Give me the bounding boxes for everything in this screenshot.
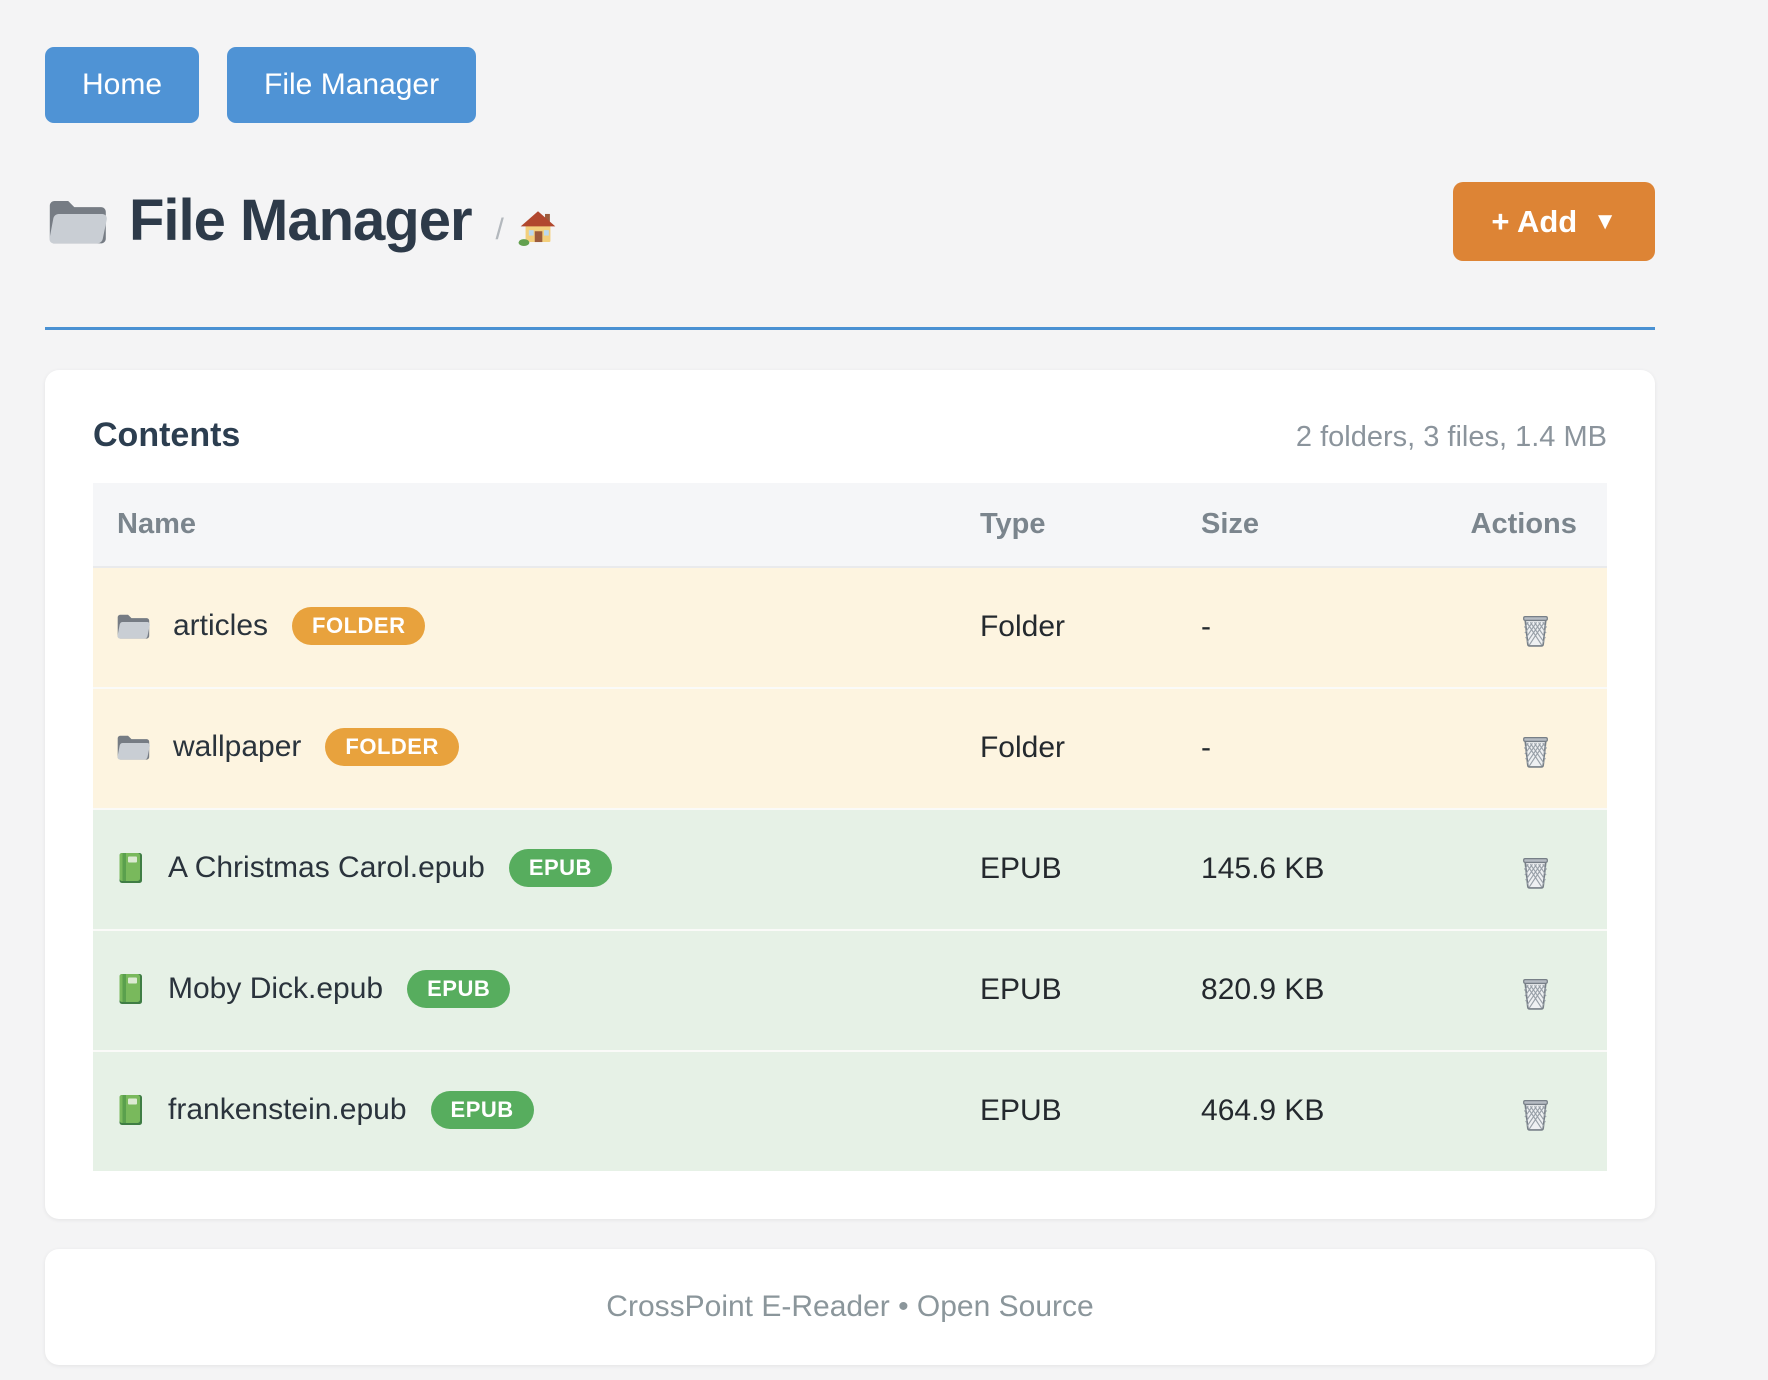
item-type: EPUB xyxy=(979,1094,1062,1128)
epub-badge: EPUB xyxy=(430,1090,534,1129)
delete-button[interactable] xyxy=(1519,732,1552,769)
item-type: EPUB xyxy=(979,973,1062,1007)
folder-icon xyxy=(117,614,150,639)
trash-icon xyxy=(1523,615,1549,647)
item-size: 145.6 KB xyxy=(1201,852,1325,886)
item-name[interactable]: Moby Dick.epub xyxy=(168,971,384,1005)
column-header-type: Type xyxy=(955,483,1178,567)
table-row-christmas-carol: A Christmas Carol.epub EPUB EPUB 145.6 K… xyxy=(93,808,1607,930)
contents-summary: 2 folders, 3 files, 1.4 MB xyxy=(1295,421,1607,453)
folder-icon xyxy=(117,735,150,760)
book-icon xyxy=(119,1094,142,1125)
delete-button[interactable] xyxy=(1519,974,1552,1011)
chevron-down-icon: ▼ xyxy=(1593,207,1617,235)
footer: CrossPoint E-Reader • Open Source xyxy=(45,1248,1655,1365)
column-header-name: Name xyxy=(93,483,956,567)
home-icon[interactable] xyxy=(518,209,558,247)
trash-icon xyxy=(1523,978,1549,1010)
item-type: Folder xyxy=(979,731,1066,765)
item-size: - xyxy=(1201,731,1212,765)
nav-button-home[interactable]: Home xyxy=(45,47,200,123)
trash-icon xyxy=(1523,857,1549,889)
breadcrumb-separator: / xyxy=(495,213,504,246)
title-divider xyxy=(45,327,1655,330)
epub-badge: EPUB xyxy=(508,848,612,887)
table-header-row: Name Type Size Actions xyxy=(93,483,1607,567)
book-icon xyxy=(119,973,142,1004)
book-icon xyxy=(119,852,142,883)
page-header: File Manager / + Add ▼ xyxy=(45,181,1655,261)
top-nav: Home File Manager xyxy=(45,47,1655,123)
delete-button[interactable] xyxy=(1519,611,1552,648)
item-type: EPUB xyxy=(979,852,1062,886)
epub-badge: EPUB xyxy=(407,969,511,1008)
contents-card: Contents 2 folders, 3 files, 1.4 MB Name… xyxy=(45,370,1655,1219)
item-type: Folder xyxy=(979,610,1066,644)
nav-button-file-manager[interactable]: File Manager xyxy=(227,47,477,123)
column-header-size: Size xyxy=(1177,483,1441,567)
page-title: File Manager xyxy=(129,188,473,253)
table-row-articles: articles FOLDER Folder - xyxy=(93,567,1607,688)
file-table: Name Type Size Actions articles FOLDER F… xyxy=(93,483,1607,1171)
table-row-moby-dick: Moby Dick.epub EPUB EPUB 820.9 KB xyxy=(93,929,1607,1051)
table-row-wallpaper: wallpaper FOLDER Folder - xyxy=(93,687,1607,809)
footer-text: CrossPoint E-Reader • Open Source xyxy=(606,1289,1094,1323)
item-name[interactable]: frankenstein.epub xyxy=(168,1092,407,1126)
folder-icon xyxy=(49,201,107,244)
column-header-actions: Actions xyxy=(1440,483,1607,567)
trash-icon xyxy=(1523,1099,1549,1131)
folder-badge: FOLDER xyxy=(292,607,426,645)
item-name[interactable]: articles xyxy=(173,609,269,642)
table-row-frankenstein: frankenstein.epub EPUB EPUB 464.9 KB xyxy=(93,1050,1607,1171)
item-size: 464.9 KB xyxy=(1201,1094,1325,1128)
delete-button[interactable] xyxy=(1519,853,1552,890)
folder-badge: FOLDER xyxy=(325,727,459,766)
add-button-label: + Add xyxy=(1491,203,1578,239)
item-name[interactable]: A Christmas Carol.epub xyxy=(168,850,485,884)
item-name[interactable]: wallpaper xyxy=(173,729,302,763)
item-size: - xyxy=(1201,610,1212,644)
add-button[interactable]: + Add ▼ xyxy=(1453,181,1655,261)
delete-button[interactable] xyxy=(1519,1095,1552,1132)
trash-icon xyxy=(1523,736,1549,768)
contents-heading: Contents xyxy=(93,416,241,454)
item-size: 820.9 KB xyxy=(1201,973,1325,1007)
